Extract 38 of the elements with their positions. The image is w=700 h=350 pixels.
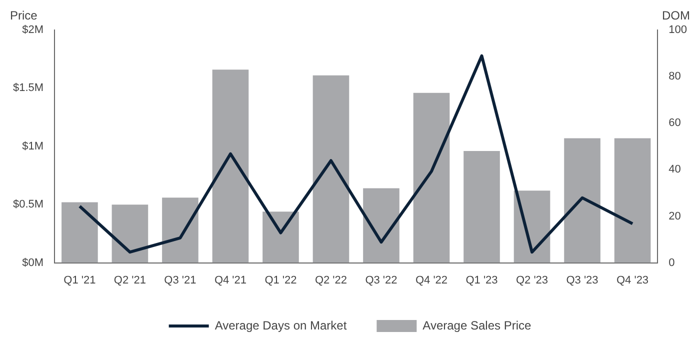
x-tick-label: Q2 '23 bbox=[516, 274, 548, 286]
bar bbox=[62, 202, 98, 263]
bar bbox=[413, 92, 450, 263]
y2-tick-label: 40 bbox=[668, 164, 681, 176]
y2-tick-label: 80 bbox=[668, 70, 681, 83]
y-tick-label: $1M bbox=[22, 140, 44, 152]
bar bbox=[363, 188, 400, 263]
y-tick-label: $2M bbox=[22, 24, 44, 36]
bar bbox=[564, 138, 600, 263]
x-tick-label: Q3 '21 bbox=[164, 274, 196, 286]
bar bbox=[112, 204, 148, 263]
x-tick-label: Q1 '22 bbox=[264, 274, 297, 286]
y-axis-title: Price bbox=[10, 8, 38, 22]
x-tick-label: Q1 '23 bbox=[466, 274, 498, 286]
x-tick-label: Q4 '21 bbox=[214, 274, 247, 286]
x-tick-label: Q4 '23 bbox=[616, 274, 649, 286]
y2-tick-label: 100 bbox=[668, 24, 688, 36]
x-tick-label: Q3 '23 bbox=[566, 274, 598, 286]
y2-tick-label: 0 bbox=[668, 256, 675, 269]
y2-tick-label: 60 bbox=[668, 117, 681, 130]
y2-tick-label: 20 bbox=[668, 210, 681, 222]
bar bbox=[312, 75, 350, 263]
y-tick-label: $0M bbox=[22, 256, 44, 269]
legend-label: Average Days on Market bbox=[214, 318, 348, 332]
y-tick-label: $0.5M bbox=[12, 198, 44, 211]
x-tick-label: Q2 '21 bbox=[114, 274, 146, 286]
x-tick-label: Q1 '21 bbox=[64, 274, 96, 286]
x-tick-label: Q2 '22 bbox=[314, 274, 348, 286]
bar bbox=[464, 151, 500, 263]
bar bbox=[212, 70, 249, 263]
legend-label: Average Sales Price bbox=[422, 318, 532, 332]
bar bbox=[614, 138, 651, 263]
bar bbox=[162, 198, 198, 263]
x-tick-label: Q3 '22 bbox=[365, 274, 398, 286]
x-tick-label: Q4 '22 bbox=[415, 274, 448, 286]
bar bbox=[262, 212, 299, 263]
y-tick-label: $1.5M bbox=[12, 82, 44, 94]
y2-axis-title: DOM bbox=[662, 8, 690, 22]
